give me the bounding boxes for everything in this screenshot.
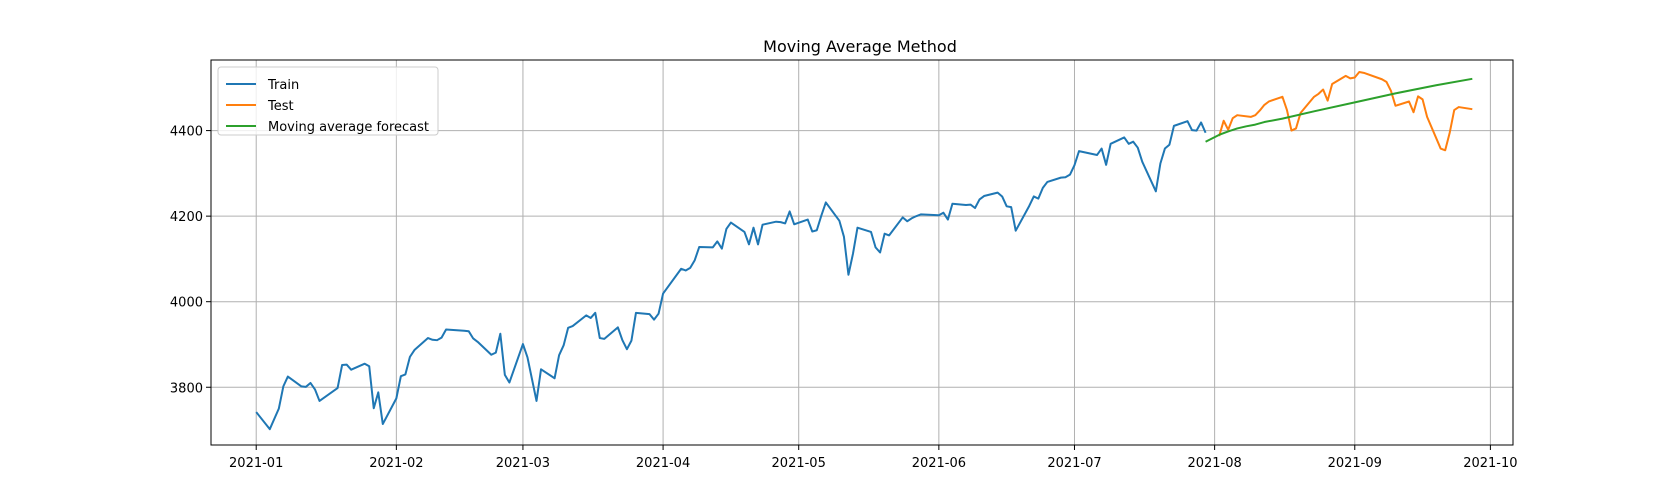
y-tick-label: 4400 [170,125,203,140]
x-axis: 2021-01 2021-02 2021-03 2021-04 2021-05 2021-… [229,445,1518,471]
series-line-test [1218,70,1473,152]
y-tick-label: 3800 [170,381,203,396]
x-tick-label: 2021-07 [1047,456,1101,471]
x-tick-label: 2021-01 [229,456,283,471]
legend-label: Train [267,78,299,93]
legend-label: Test [267,99,294,114]
legend: Train Test Moving average forecast [217,66,439,136]
y-axis: 3800 4000 4200 4400 [170,125,211,396]
y-tick-label: 4200 [170,210,203,225]
x-tick-label: 2021-02 [369,456,423,471]
x-tick-label: 2021-08 [1187,456,1241,471]
plot-area-frame [210,59,1514,446]
series-lines [255,70,1473,431]
x-tick-label: 2021-03 [496,456,550,471]
grid-lines [211,60,1513,445]
series-line-train [255,120,1207,431]
legend-box [217,66,439,136]
x-tick-label: 2021-05 [772,456,826,471]
x-tick-label: 2021-04 [636,456,690,471]
chart-title: Moving Average Method [763,37,957,56]
x-tick-label: 2021-10 [1463,456,1517,471]
x-tick-label: 2021-06 [912,456,966,471]
legend-label: Moving average forecast [268,120,429,135]
y-tick-label: 4000 [170,296,203,311]
series-line-moving-average-forecast [1205,77,1473,143]
x-tick-label: 2021-09 [1328,456,1382,471]
